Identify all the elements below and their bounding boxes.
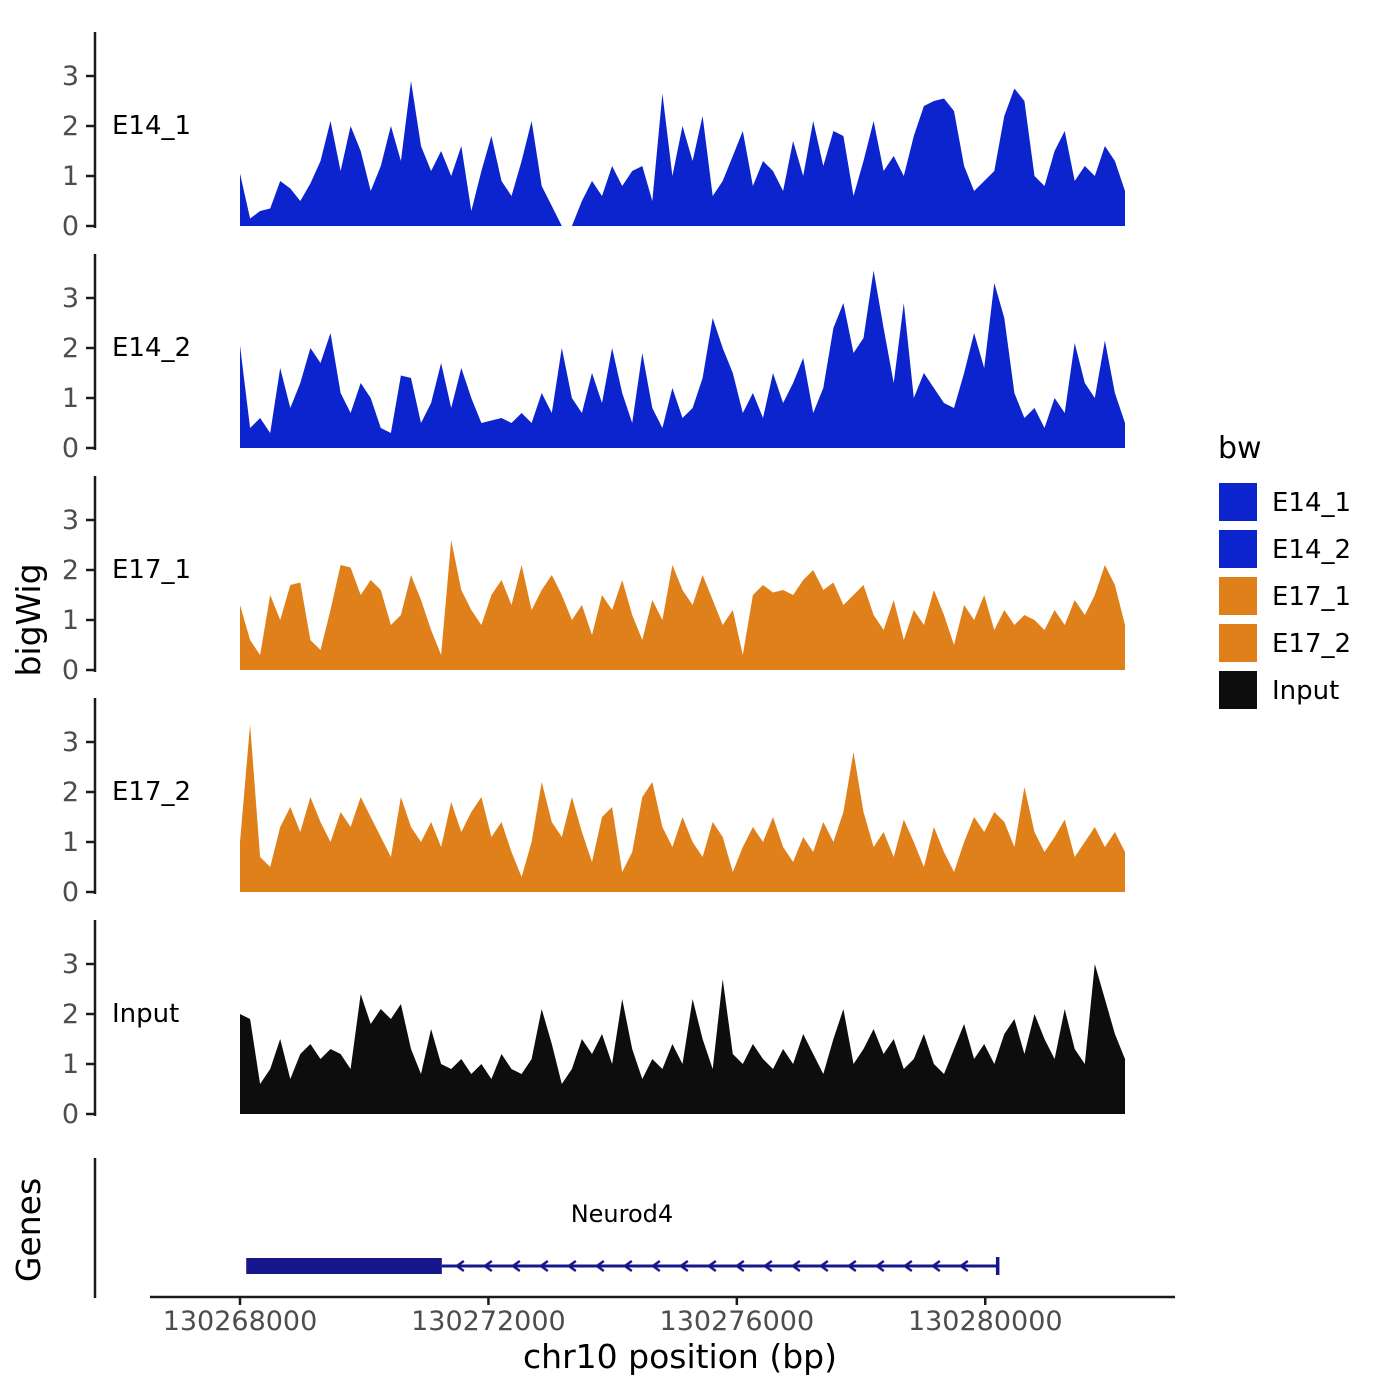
gene-strand-arrow-icon — [566, 1260, 577, 1272]
legend-swatch-Input — [1217, 669, 1259, 711]
track-label-E17_1: E17_1 — [112, 555, 191, 585]
track-label-E17_2: E17_2 — [112, 777, 191, 807]
gene-strand-arrow-icon — [958, 1260, 969, 1272]
legend-label-E17_2: E17_2 — [1272, 629, 1351, 659]
x-axis-title: chr10 position (bp) — [523, 1337, 837, 1376]
track-label-E14_1: E14_1 — [112, 111, 191, 141]
y-tick-label: 2 — [62, 333, 79, 364]
y-tick-label: 0 — [62, 1099, 79, 1130]
x-axis: 130268000 130272000 130276000 130280000 chr1… — [150, 1295, 1175, 1376]
gene-strand-arrow-icon — [874, 1260, 885, 1272]
x-tick-label: 130276000 — [660, 1306, 815, 1337]
track-area-E14_2 — [240, 270, 1125, 448]
y-axis-title-genes: Genes — [9, 1178, 48, 1282]
y-tick-label: 3 — [62, 505, 79, 536]
y-tick-label: 2 — [62, 777, 79, 808]
y-axis-title-bigwig: bigWig — [9, 563, 48, 676]
track-label-E14_2: E14_2 — [112, 333, 191, 363]
genes-panel: Neurod4 — [93, 1158, 1000, 1298]
track-area-E14_1 — [240, 81, 1125, 226]
legend-label-E17_1: E17_1 — [1272, 582, 1351, 612]
x-tick-label: 130280000 — [908, 1306, 1063, 1337]
y-tick-label: 2 — [62, 999, 79, 1030]
track-area-E17_1 — [240, 540, 1125, 670]
gene-strand-arrow-icon — [454, 1260, 465, 1272]
y-tick-label: 2 — [62, 111, 79, 142]
legend-swatch-E17_1 — [1217, 575, 1259, 617]
gene-strand-arrow-icon — [678, 1260, 689, 1272]
gene-strand-arrow-icon — [510, 1260, 521, 1272]
gene-strand-arrow-icon — [650, 1260, 661, 1272]
gene-strand-arrow-icon — [482, 1260, 493, 1272]
y-tick-label: 0 — [62, 433, 79, 464]
track-E14_2: 0 1 2 3 E14_2 — [62, 254, 1125, 464]
y-tick-label: 1 — [62, 161, 79, 192]
legend-swatch-E17_2 — [1217, 622, 1259, 664]
y-tick-label: 0 — [62, 211, 79, 242]
legend: bw E14_1 E14_2 E17_1 E17_2 Input — [1217, 431, 1351, 711]
gene-strand-arrow-icon — [538, 1260, 549, 1272]
legend-label-E14_2: E14_2 — [1272, 535, 1351, 565]
gene-strand-arrow-icon — [902, 1260, 913, 1272]
track-E17_2: 0 1 2 3 E17_2 — [62, 698, 1125, 908]
gene-name-label: Neurod4 — [571, 1200, 673, 1228]
y-tick-label: 3 — [62, 283, 79, 314]
x-tick-label: 130268000 — [163, 1306, 318, 1337]
gene-strand-arrow-icon — [594, 1260, 605, 1272]
y-tick-label: 3 — [62, 949, 79, 980]
track-Input: 0 1 2 3 Input — [62, 920, 1125, 1130]
y-tick-label: 2 — [62, 555, 79, 586]
track-E17_1: 0 1 2 3 E17_1 — [62, 476, 1125, 686]
gene-strand-arrow-icon — [930, 1260, 941, 1272]
legend-title: bw — [1218, 431, 1262, 466]
track-E14_1: 0 1 2 3 E14_1 — [62, 32, 1125, 242]
gene-strand-arrow-icon — [846, 1260, 857, 1272]
legend-swatch-E14_1 — [1217, 481, 1259, 523]
gene-exon-box — [246, 1258, 442, 1274]
gene-strand-arrow-icon — [818, 1260, 829, 1272]
legend-label-Input: Input — [1272, 676, 1339, 706]
y-tick-label: 1 — [62, 605, 79, 636]
y-tick-label: 0 — [62, 877, 79, 908]
y-tick-label: 1 — [62, 383, 79, 414]
track-area-Input — [240, 964, 1125, 1114]
gene-strand-arrow-icon — [706, 1260, 717, 1272]
gene-strand-arrow-icon — [622, 1260, 633, 1272]
y-tick-label: 1 — [62, 1049, 79, 1080]
y-tick-label: 1 — [62, 827, 79, 858]
gene-strand-arrow-icon — [734, 1260, 745, 1272]
track-label-Input: Input — [112, 999, 179, 1029]
legend-label-E14_1: E14_1 — [1272, 488, 1351, 518]
legend-swatch-E14_2 — [1217, 528, 1259, 570]
x-tick-label: 130272000 — [411, 1306, 566, 1337]
y-tick-label: 3 — [62, 61, 79, 92]
y-tick-label: 3 — [62, 727, 79, 758]
track-area-E17_2 — [240, 724, 1125, 892]
gene-strand-arrow-icon — [790, 1260, 801, 1272]
gene-strand-arrow-icon — [762, 1260, 773, 1272]
y-tick-label: 0 — [62, 655, 79, 686]
